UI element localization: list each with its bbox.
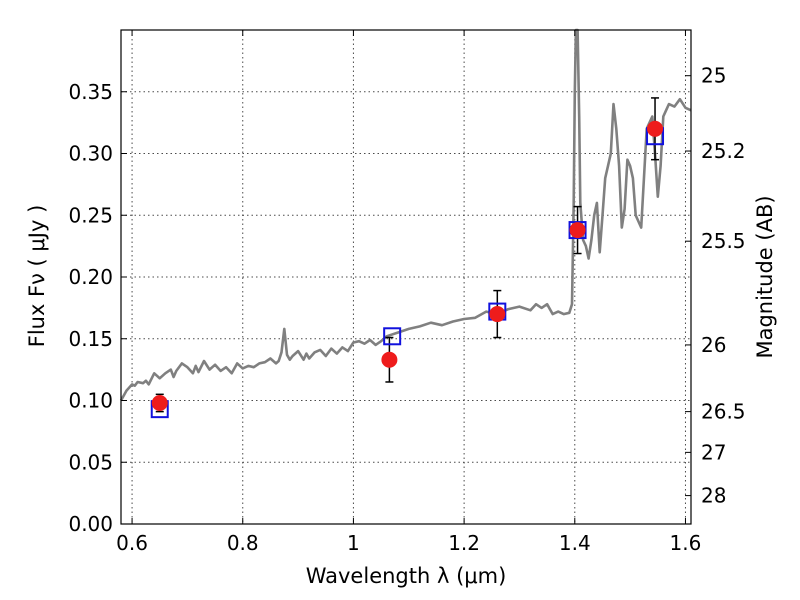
right-tick-label: 26 [701, 333, 726, 357]
right-axis-label: Magnitude (AB) [753, 195, 777, 358]
x-tick-label: 0.8 [227, 531, 259, 555]
x-axis-ticks: 0.6 0.8 1 1.2 1.4 1.6 [116, 30, 701, 555]
right-tick-label: 27 [701, 440, 726, 464]
y-tick-label: 0.00 [68, 512, 113, 536]
grid-lines [121, 30, 691, 525]
error-bars [155, 97, 660, 413]
y-tick-label: 0.05 [68, 450, 113, 474]
x-tick-label: 1.6 [670, 531, 702, 555]
model-square [383, 327, 402, 346]
right-axis-ticks: 25 25.2 25.5 26 26.5 27 28 [685, 64, 746, 508]
x-tick-label: 1 [347, 531, 360, 555]
right-tick-label: 26.5 [701, 400, 746, 424]
y-axis-label: Flux Fν ( μJy ) [25, 205, 49, 348]
observed-point [489, 306, 506, 323]
x-tick-label: 1.4 [559, 531, 591, 555]
spectrum-line [119, 28, 692, 402]
right-tick-label: 25 [701, 64, 726, 88]
right-tick-label: 28 [701, 484, 726, 508]
x-tick-label: 0.6 [116, 531, 148, 555]
y-tick-label: 0.25 [68, 203, 113, 227]
y-axis-ticks: 0.00 0.05 0.10 0.15 0.20 0.25 0.30 0.35 [68, 80, 127, 536]
spectrum-series [119, 28, 692, 402]
observed-point [381, 351, 398, 368]
model-square-series [150, 127, 665, 419]
right-tick-label: 25.2 [701, 139, 746, 163]
observed-point [151, 394, 168, 411]
y-tick-label: 0.35 [68, 80, 113, 104]
x-tick-label: 1.2 [448, 531, 480, 555]
y-tick-label: 0.30 [68, 142, 113, 166]
y-tick-label: 0.20 [68, 265, 113, 289]
x-axis-label: Wavelength λ (μm) [306, 564, 507, 588]
y-tick-label: 0.10 [68, 389, 113, 413]
observed-point [647, 120, 664, 137]
observed-point [569, 222, 586, 239]
observed-point-series [151, 120, 664, 411]
y-tick-label: 0.15 [68, 327, 113, 351]
right-tick-label: 25.5 [701, 229, 746, 253]
